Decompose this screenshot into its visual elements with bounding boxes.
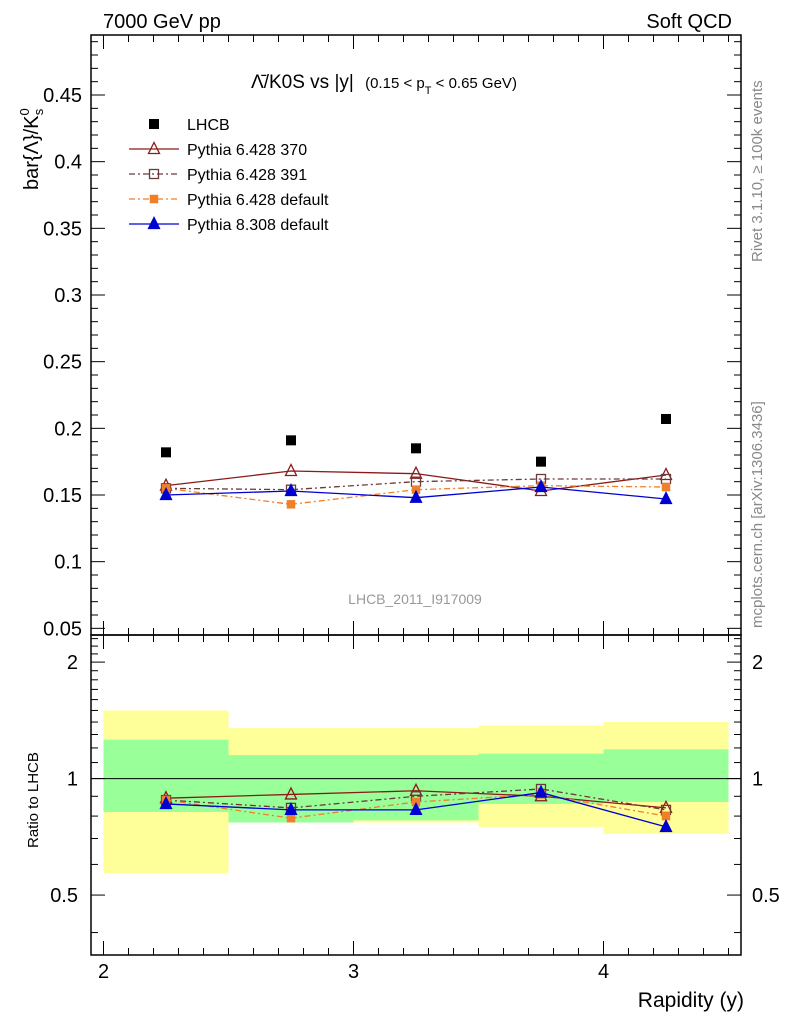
legend-marker [149,194,159,204]
series-point [659,491,673,505]
series-point [286,500,296,509]
data-point [411,443,421,454]
series-point [534,479,548,493]
ratio-tick-label: 1 [67,769,78,791]
legend-label-data: LHCB [187,117,230,134]
x-tick-label: 4 [598,961,609,983]
legend-label: Pythia 6.428 default [187,192,329,209]
analysis-label: LHCB_2011_I917009 [348,591,482,607]
header-left: 7000 GeV pp [103,11,221,33]
legend-marker [147,216,161,230]
rivet-label: Rivet 3.1.10, ≥ 100k events [749,80,766,262]
ratio-tick-label-right: 1 [752,769,763,791]
title-cut-sub: T [425,85,432,97]
y-tick-label: 0.1 [54,552,82,574]
ratio-series-point [409,782,423,796]
data-point [286,435,296,446]
title-main: Λ̄/K0S vs |y| [251,72,354,93]
series-point [409,489,423,503]
title-cut-end: < 0.65 GeV) [431,75,516,92]
ratio-y-axis-label: Ratio to LHCB [25,752,42,848]
series-line [165,478,666,491]
y-tick-label: 0.35 [43,218,82,240]
ratio-series-point [286,813,296,823]
series-line [165,485,667,505]
ratio-series-point [409,801,423,816]
legend: LHCB Pythia 6.428 370 Pythia 6.428 391 Pyth… [129,117,329,234]
ratio-tick-label-right: 0.5 [752,885,780,907]
y-tick-label: 0.25 [43,352,82,374]
data-point [661,414,671,424]
ratio-tick-label: 0.5 [50,885,78,907]
series-line [165,470,667,492]
series-point [159,487,173,501]
y-axis-label: bar{Λ}/K0s [17,108,46,190]
y-tick-label: 0.4 [54,152,82,174]
x-tick-label: 3 [348,961,359,983]
header-right: Soft QCD [646,11,732,33]
ratio-series-point [284,801,298,816]
title-cut: (0.15 < p [365,75,425,92]
upper-series [159,414,673,509]
band-stat [603,749,729,802]
ratio-series-point [534,784,548,798]
x-tick-label: 2 [98,961,109,983]
series-point [661,482,671,492]
series-point [409,465,423,479]
source-label: mcplots.cern.ch [arXiv:1306.3436] [749,401,766,628]
legend-marker [148,168,160,180]
ratio-tick-label-right: 2 [752,652,763,674]
chart-title: Λ̄/K0S vs |y| (0.15 < pT < 0.65 GeV) [251,72,517,97]
data-point [161,447,171,458]
y-tick-label: 0.45 [43,85,82,107]
ratio-series-point [284,786,298,800]
legend-label: Pythia 6.428 391 [187,167,307,184]
axis-ticks: 2 3 4 0.05 0.1 0.15 0.2 0.25 0.3 0.35 0.4 0.45 0.5 0.… [43,35,780,983]
lower-frame [90,634,742,956]
y-tick-label: 0.3 [54,285,82,307]
legend-label: Pythia 8.308 default [187,217,329,234]
ratio-tick-label: 2 [67,652,78,674]
x-axis-label: Rapidity (y) [638,989,744,1012]
y-tick-label: 0.2 [54,418,82,440]
legend-label: Pythia 6.428 370 [187,142,307,159]
legend-marker-data [149,119,159,129]
ratio-series-point [659,818,673,833]
ratio-series-point [159,795,173,810]
data-point [536,456,546,467]
ratio-series [159,782,673,833]
y-tick-label: 0.05 [43,618,82,640]
legend-marker [147,141,161,155]
y-tick-label: 0.15 [43,485,82,507]
ratio-series-point [661,811,671,821]
ratio-series-line [165,790,667,809]
series-point [284,463,298,477]
series-point [284,483,298,497]
